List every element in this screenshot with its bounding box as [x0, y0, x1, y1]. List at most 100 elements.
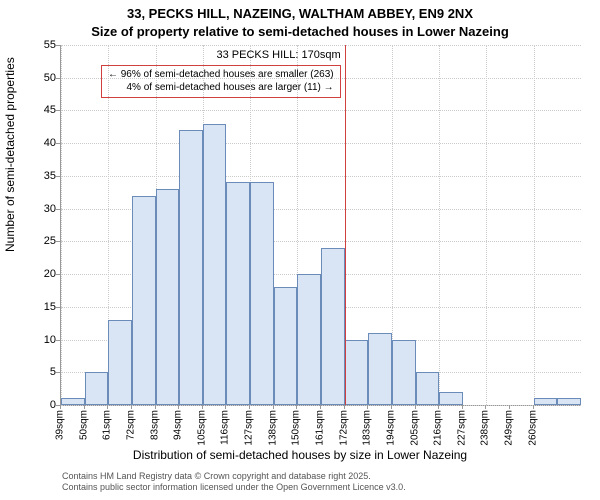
- x-tick-label: 116sqm: [220, 410, 231, 445]
- histogram-bar: [179, 130, 203, 405]
- x-tick-mark: [202, 405, 203, 409]
- x-tick-label: 227sqm: [456, 410, 467, 446]
- x-gridline: [439, 45, 440, 405]
- y-tick-label: 35: [16, 170, 56, 182]
- plot-area: 33 PECKS HILL: 170sqm ← 96% of semi-deta…: [60, 45, 581, 406]
- y-tick-mark: [56, 274, 60, 275]
- x-tick-label: 61sqm: [102, 410, 113, 440]
- histogram-bar: [274, 287, 298, 405]
- x-tick-label: 216sqm: [433, 410, 444, 446]
- y-tick-mark: [56, 307, 60, 308]
- x-tick-mark: [344, 405, 345, 409]
- x-tick-mark: [509, 405, 510, 409]
- x-tick-label: 238sqm: [480, 410, 491, 446]
- x-tick-mark: [367, 405, 368, 409]
- x-gridline: [486, 45, 487, 405]
- x-tick-mark: [415, 405, 416, 409]
- x-tick-mark: [485, 405, 486, 409]
- y-tick-mark: [56, 209, 60, 210]
- callout-smaller-text: ← 96% of semi-detached houses are smalle…: [108, 69, 334, 82]
- y-tick-label: 0: [16, 399, 56, 411]
- x-tick-label: 94sqm: [173, 410, 184, 440]
- x-tick-mark: [296, 405, 297, 409]
- x-tick-label: 205sqm: [409, 410, 420, 446]
- x-tick-mark: [84, 405, 85, 409]
- x-tick-label: 260sqm: [527, 410, 538, 446]
- histogram-bar: [250, 182, 274, 405]
- y-tick-label: 5: [16, 366, 56, 378]
- histogram-bar: [439, 392, 463, 405]
- x-tick-label: 249sqm: [504, 410, 515, 446]
- x-tick-mark: [249, 405, 250, 409]
- x-tick-label: 150sqm: [291, 410, 302, 446]
- histogram-bar: [203, 124, 227, 405]
- y-tick-label: 55: [16, 39, 56, 51]
- x-tick-label: 83sqm: [149, 410, 160, 440]
- histogram-bar: [345, 340, 369, 405]
- x-tick-mark: [273, 405, 274, 409]
- histogram-bar: [416, 372, 440, 405]
- x-tick-label: 72sqm: [125, 410, 136, 440]
- x-tick-label: 50sqm: [78, 410, 89, 440]
- y-tick-label: 40: [16, 137, 56, 149]
- histogram-bar: [368, 333, 392, 405]
- x-tick-label: 39sqm: [55, 410, 66, 440]
- histogram-bar: [321, 248, 345, 405]
- y-gridline: [61, 110, 581, 111]
- histogram-bar: [132, 196, 156, 405]
- x-tick-mark: [462, 405, 463, 409]
- x-tick-mark: [533, 405, 534, 409]
- y-axis-label: Number of semi-detached properties: [3, 212, 17, 252]
- x-tick-mark: [438, 405, 439, 409]
- y-tick-mark: [56, 176, 60, 177]
- histogram-bar: [557, 398, 581, 405]
- x-tick-mark: [225, 405, 226, 409]
- histogram-bar: [534, 398, 558, 405]
- x-tick-mark: [391, 405, 392, 409]
- y-gridline: [61, 143, 581, 144]
- comparison-callout-box: ← 96% of semi-detached houses are smalle…: [101, 65, 341, 98]
- callout-larger-text: 4% of semi-detached houses are larger (1…: [108, 82, 334, 95]
- histogram-bar: [226, 182, 250, 405]
- y-tick-label: 50: [16, 72, 56, 84]
- x-tick-mark: [107, 405, 108, 409]
- x-tick-label: 161sqm: [315, 410, 326, 446]
- y-tick-mark: [56, 241, 60, 242]
- x-tick-label: 194sqm: [385, 410, 396, 446]
- x-tick-mark: [60, 405, 61, 409]
- x-tick-label: 105sqm: [196, 410, 207, 446]
- histogram-bar: [85, 372, 109, 405]
- x-tick-label: 138sqm: [267, 410, 278, 446]
- chart-title-address: 33, PECKS HILL, NAZEING, WALTHAM ABBEY, …: [0, 6, 600, 21]
- y-tick-mark: [56, 45, 60, 46]
- y-tick-label: 15: [16, 301, 56, 313]
- marker-label: 33 PECKS HILL: 170sqm: [217, 49, 341, 61]
- x-tick-mark: [320, 405, 321, 409]
- x-tick-label: 172sqm: [338, 410, 349, 446]
- x-gridline: [61, 45, 62, 405]
- y-tick-mark: [56, 78, 60, 79]
- x-gridline: [534, 45, 535, 405]
- x-tick-label: 183sqm: [362, 410, 373, 446]
- y-tick-mark: [56, 372, 60, 373]
- y-tick-mark: [56, 110, 60, 111]
- histogram-bar: [108, 320, 132, 405]
- y-gridline: [61, 405, 581, 406]
- y-tick-label: 20: [16, 268, 56, 280]
- copyright-line-2: Contains public sector information licen…: [62, 482, 406, 494]
- y-tick-label: 10: [16, 334, 56, 346]
- histogram-bar: [392, 340, 416, 405]
- property-size-chart: 33, PECKS HILL, NAZEING, WALTHAM ABBEY, …: [0, 0, 600, 500]
- copyright-notice: Contains HM Land Registry data © Crown c…: [62, 471, 406, 494]
- histogram-bar: [297, 274, 321, 405]
- x-tick-mark: [178, 405, 179, 409]
- y-tick-label: 25: [16, 235, 56, 247]
- x-tick-mark: [155, 405, 156, 409]
- x-tick-label: 127sqm: [244, 410, 255, 446]
- y-gridline: [61, 45, 581, 46]
- x-tick-mark: [131, 405, 132, 409]
- histogram-bar: [156, 189, 180, 405]
- y-gridline: [61, 176, 581, 177]
- x-axis-label: Distribution of semi-detached houses by …: [0, 448, 600, 462]
- copyright-line-1: Contains HM Land Registry data © Crown c…: [62, 471, 406, 483]
